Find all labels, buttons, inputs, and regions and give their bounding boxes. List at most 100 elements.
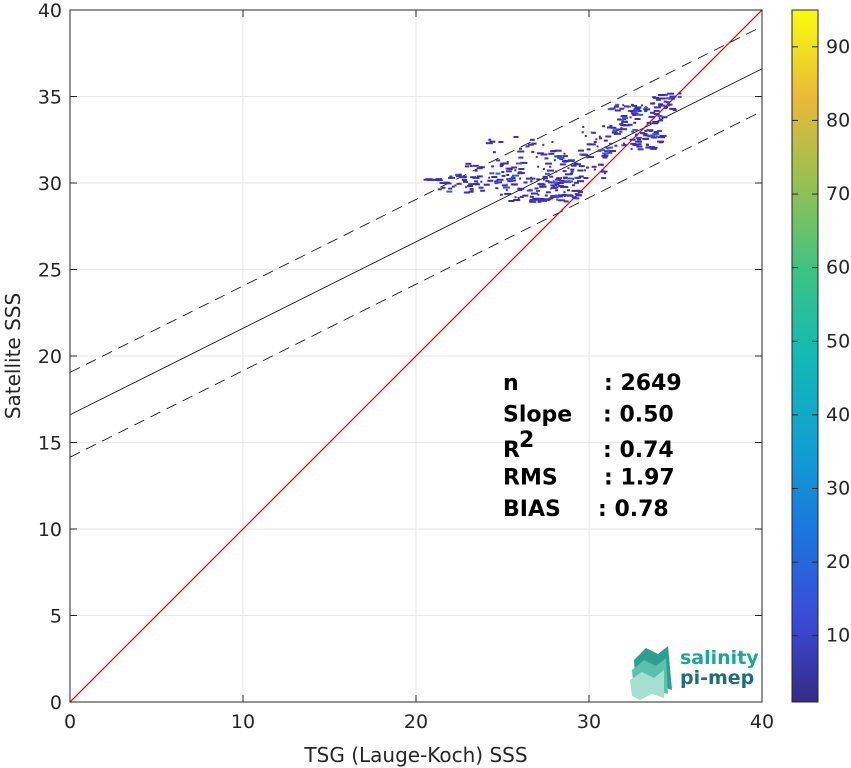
stat-value: : 2649 [604,371,682,396]
data-point [623,137,627,140]
data-point [579,191,583,194]
data-point [603,172,606,175]
data-point [612,130,618,133]
data-point [522,194,529,197]
data-point [528,188,533,191]
data-point [537,193,540,196]
data-point [472,164,479,167]
data-point [663,100,667,103]
data-point [545,162,553,165]
data-point [623,124,630,127]
data-point [645,146,653,149]
data-point [621,144,625,147]
data-point [549,175,554,178]
data-point [474,169,478,172]
data-point [513,179,517,182]
data-point [563,152,566,155]
data-point [593,168,596,171]
data-point [622,117,628,120]
data-point [478,186,484,189]
data-point [632,112,639,115]
data-point [545,191,551,194]
data-point [630,148,633,151]
colorbar-tick-label: 20 [826,551,850,573]
data-point [558,194,566,197]
y-axis-label: Satellite SSS [1,293,25,419]
data-point [642,137,648,140]
data-point [661,116,668,119]
data-point [567,177,573,180]
data-point [599,137,602,140]
data-point [483,183,490,186]
data-point [439,182,447,185]
data-point [567,167,570,170]
data-point [644,109,648,112]
data-point [563,200,569,203]
data-point [498,141,504,143]
data-point [536,152,544,155]
data-point [501,171,505,173]
data-point [600,170,608,173]
data-point [651,136,658,139]
identity-line [70,10,762,702]
data-point [659,119,664,122]
data-point [518,156,524,159]
data-point [532,197,540,200]
data-point [657,130,663,132]
data-point [461,178,466,181]
data-point [581,131,584,134]
data-point [574,176,577,179]
y-tick-label: 0 [50,692,62,714]
data-point [554,183,560,186]
data-point [465,186,468,189]
data-point [560,185,568,188]
data-point [667,92,675,95]
data-point [545,180,550,183]
data-point [657,115,663,117]
data-point [556,155,563,157]
data-point [606,126,612,129]
data-point [488,138,492,141]
data-point [538,183,546,186]
data-point [517,197,520,199]
data-point [609,124,613,127]
data-point [652,133,660,136]
data-point [505,167,513,170]
data-point [575,189,581,192]
data-point [643,134,650,137]
data-point [653,122,659,125]
data-point [602,156,608,159]
data-point [658,104,666,107]
data-point [489,140,496,143]
data-point [557,195,563,198]
data-point [643,108,651,111]
data-point [531,142,537,145]
data-point [449,175,453,178]
data-point [635,140,643,143]
data-point [460,176,467,179]
data-point [550,184,558,187]
data-point [547,169,554,172]
data-point [611,131,618,134]
data-point [508,177,514,180]
data-point [513,136,519,138]
data-point [658,97,666,100]
data-point [677,95,682,98]
data-point [582,126,585,128]
data-point [666,101,670,104]
data-point [488,176,491,179]
data-point [505,189,508,192]
data-point [441,186,446,189]
data-point [622,104,625,107]
data-point [658,136,665,139]
y-tick-label: 25 [38,260,62,282]
y-tick-label: 5 [50,606,62,628]
data-point [652,96,657,99]
data-point [478,166,485,169]
data-point [491,165,495,168]
logo-wave-front [630,670,664,700]
data-point [458,173,462,176]
data-point [539,185,544,188]
data-point [629,116,632,119]
